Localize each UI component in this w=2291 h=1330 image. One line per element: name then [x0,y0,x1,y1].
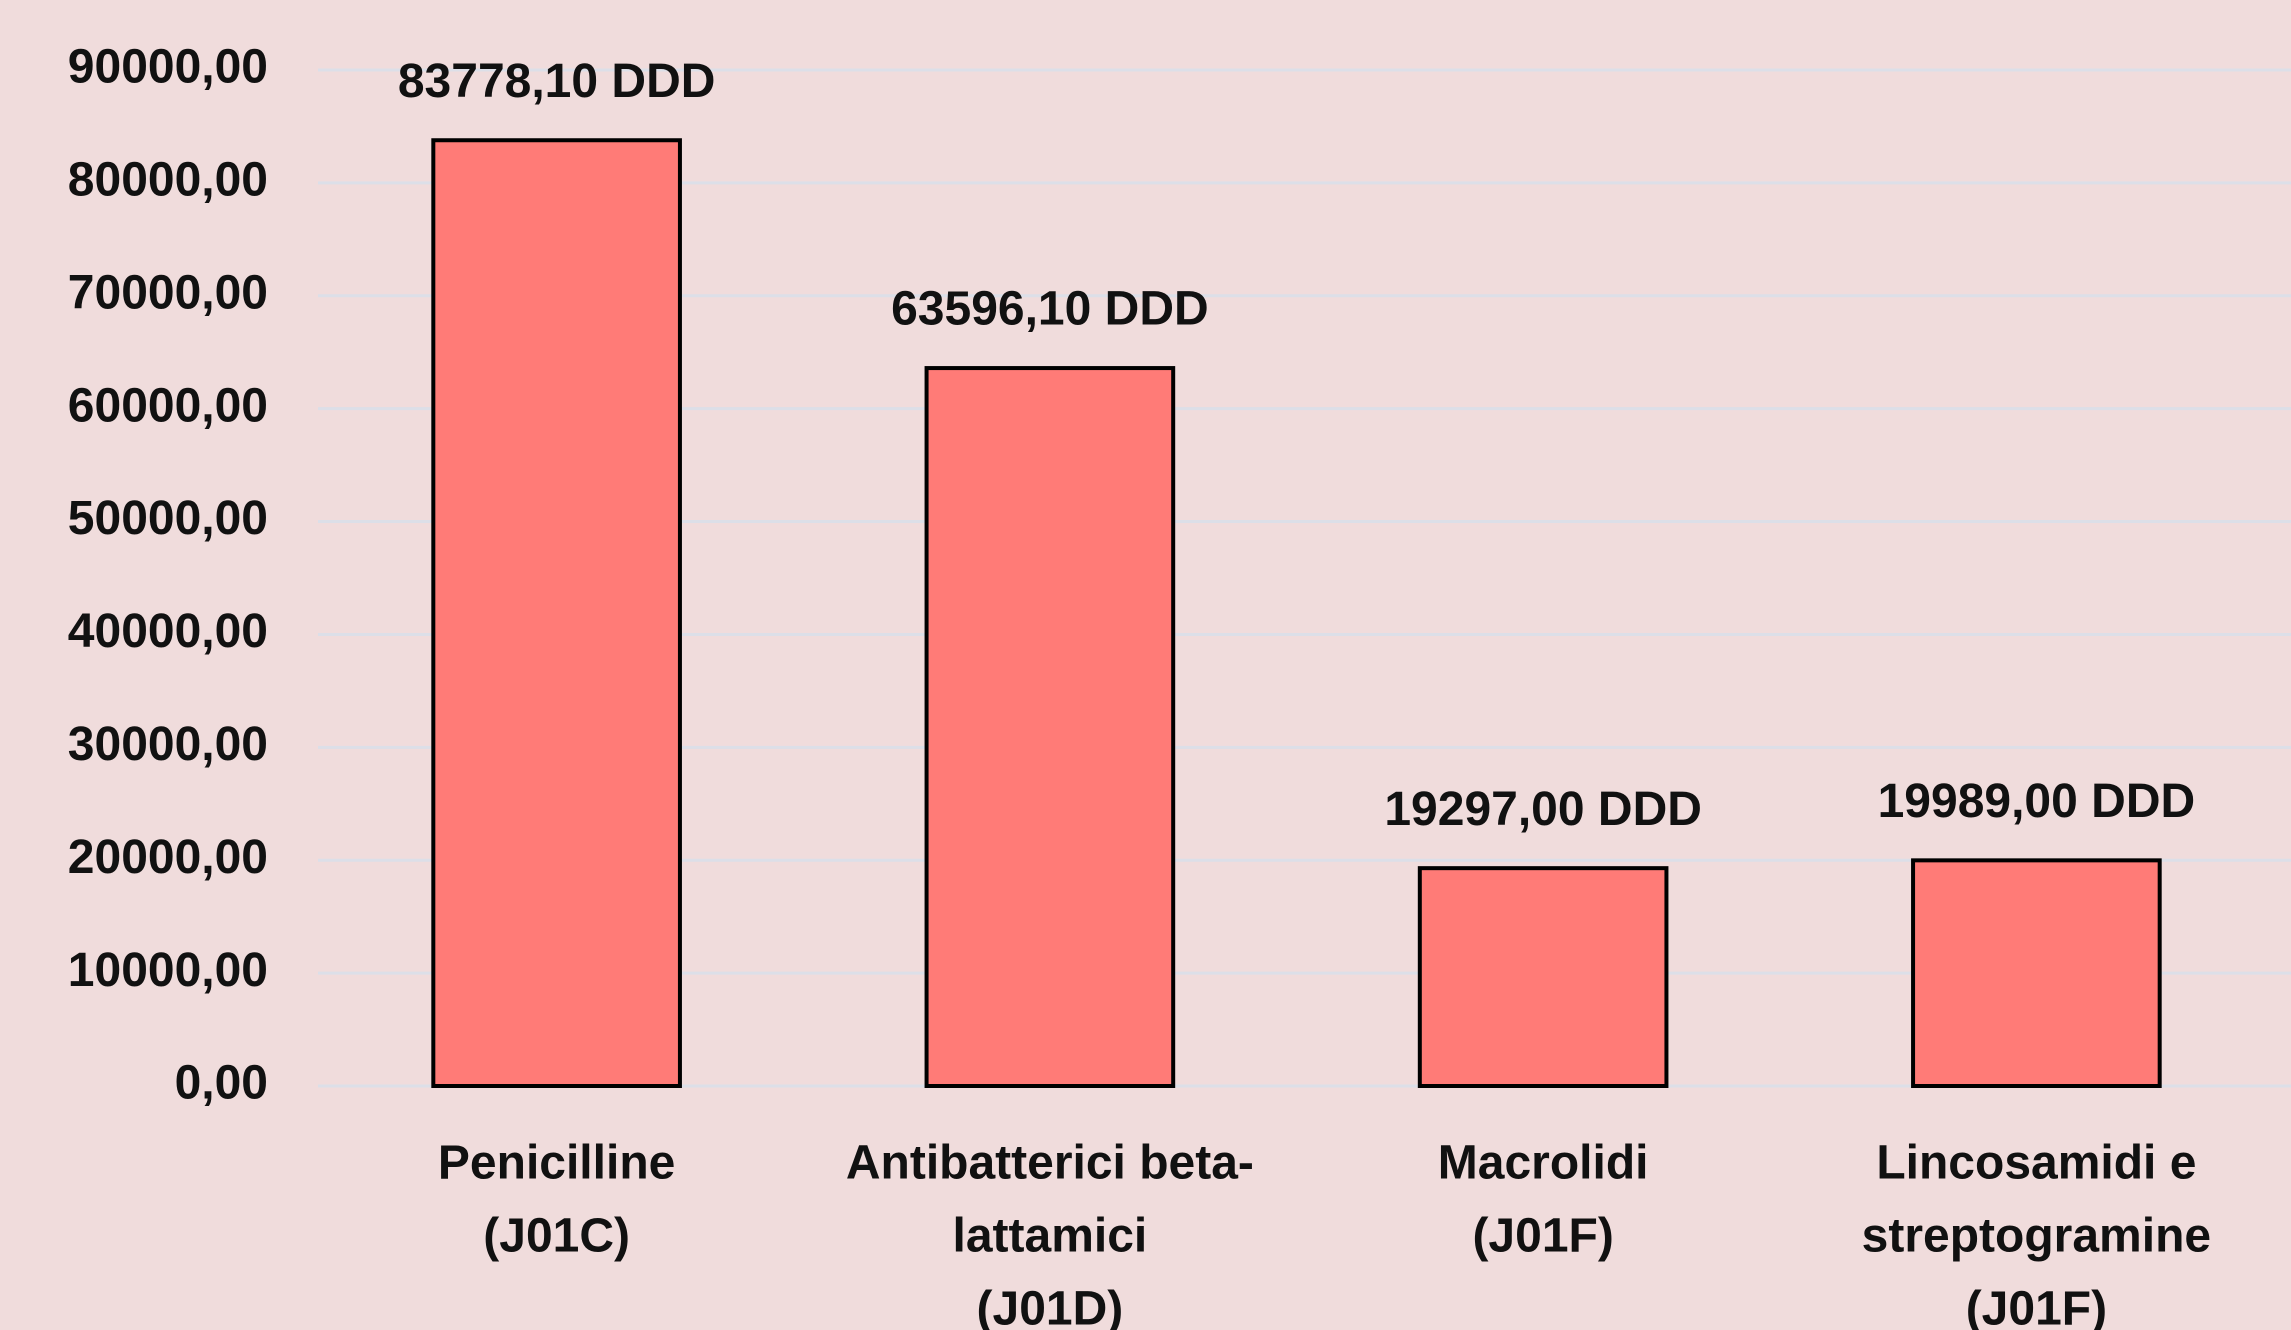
x-tick-label: Lincosamidi e [1876,1137,2196,1190]
data-label: 19297,00 DDD [1384,783,1702,836]
y-tick-label: 90000,00 [68,41,268,94]
x-tick-label: streptogramine [1862,1210,2211,1263]
y-tick-label: 70000,00 [68,266,268,319]
x-tick-label: lattamici [953,1210,1148,1263]
y-tick-label: 20000,00 [68,831,268,884]
data-label: 63596,10 DDD [891,283,1209,336]
bar [1417,866,1669,1089]
x-tick-label: Macrolidi [1438,1137,1649,1190]
data-label: 83778,10 DDD [398,55,716,108]
x-tick-label: (J01F) [1966,1283,2107,1330]
data-label: 19989,00 DDD [1878,775,2196,828]
x-tick-label: Antibatterici beta- [846,1137,1254,1190]
bar [431,138,682,1088]
x-tick-label: Penicilline [438,1137,675,1190]
y-tick-label: 80000,00 [68,154,268,207]
x-tick-label: (J01F) [1472,1210,1613,1263]
y-tick-label: 0,00 [175,1057,268,1110]
y-tick-label: 10000,00 [68,944,268,997]
y-tick-label: 40000,00 [68,605,268,658]
y-tick-label: 60000,00 [68,379,268,432]
x-tick-label: (J01D) [977,1283,1124,1330]
x-tick-label: (J01C) [483,1210,630,1263]
y-tick-label: 30000,00 [68,718,268,771]
bar [924,366,1176,1088]
y-tick-label: 50000,00 [68,492,268,545]
bar [1911,858,2162,1088]
